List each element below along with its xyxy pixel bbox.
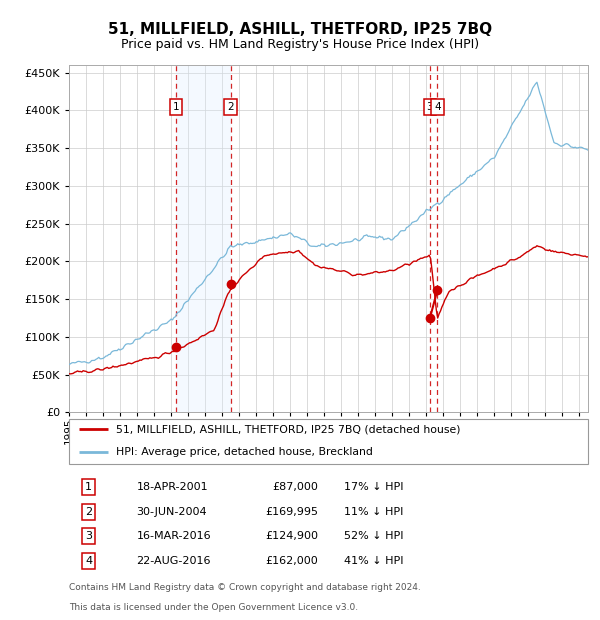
Text: 30-JUN-2004: 30-JUN-2004	[136, 507, 207, 516]
Text: 51, MILLFIELD, ASHILL, THETFORD, IP25 7BQ: 51, MILLFIELD, ASHILL, THETFORD, IP25 7B…	[108, 22, 492, 37]
Text: 3: 3	[427, 102, 433, 112]
Text: 41% ↓ HPI: 41% ↓ HPI	[344, 556, 404, 566]
FancyBboxPatch shape	[69, 418, 588, 464]
Text: 1: 1	[85, 482, 92, 492]
Text: £162,000: £162,000	[265, 556, 318, 566]
Text: Contains HM Land Registry data © Crown copyright and database right 2024.: Contains HM Land Registry data © Crown c…	[69, 583, 421, 591]
Text: 17% ↓ HPI: 17% ↓ HPI	[344, 482, 404, 492]
Text: 2: 2	[227, 102, 234, 112]
Text: 51, MILLFIELD, ASHILL, THETFORD, IP25 7BQ (detached house): 51, MILLFIELD, ASHILL, THETFORD, IP25 7B…	[116, 424, 460, 434]
Text: This data is licensed under the Open Government Licence v3.0.: This data is licensed under the Open Gov…	[69, 603, 358, 612]
Text: 4: 4	[434, 102, 441, 112]
Text: 1: 1	[173, 102, 179, 112]
Text: HPI: Average price, detached house, Breckland: HPI: Average price, detached house, Brec…	[116, 448, 373, 458]
Text: 4: 4	[85, 556, 92, 566]
Text: 11% ↓ HPI: 11% ↓ HPI	[344, 507, 403, 516]
Text: 16-MAR-2016: 16-MAR-2016	[136, 531, 211, 541]
Text: 22-AUG-2016: 22-AUG-2016	[136, 556, 211, 566]
Text: £124,900: £124,900	[265, 531, 318, 541]
Text: 2: 2	[85, 507, 92, 516]
Text: 52% ↓ HPI: 52% ↓ HPI	[344, 531, 404, 541]
Text: 18-APR-2001: 18-APR-2001	[136, 482, 208, 492]
Text: 3: 3	[85, 531, 92, 541]
Text: £169,995: £169,995	[265, 507, 318, 516]
Bar	[176, 65, 230, 412]
Text: £87,000: £87,000	[272, 482, 318, 492]
Text: Price paid vs. HM Land Registry's House Price Index (HPI): Price paid vs. HM Land Registry's House …	[121, 38, 479, 51]
